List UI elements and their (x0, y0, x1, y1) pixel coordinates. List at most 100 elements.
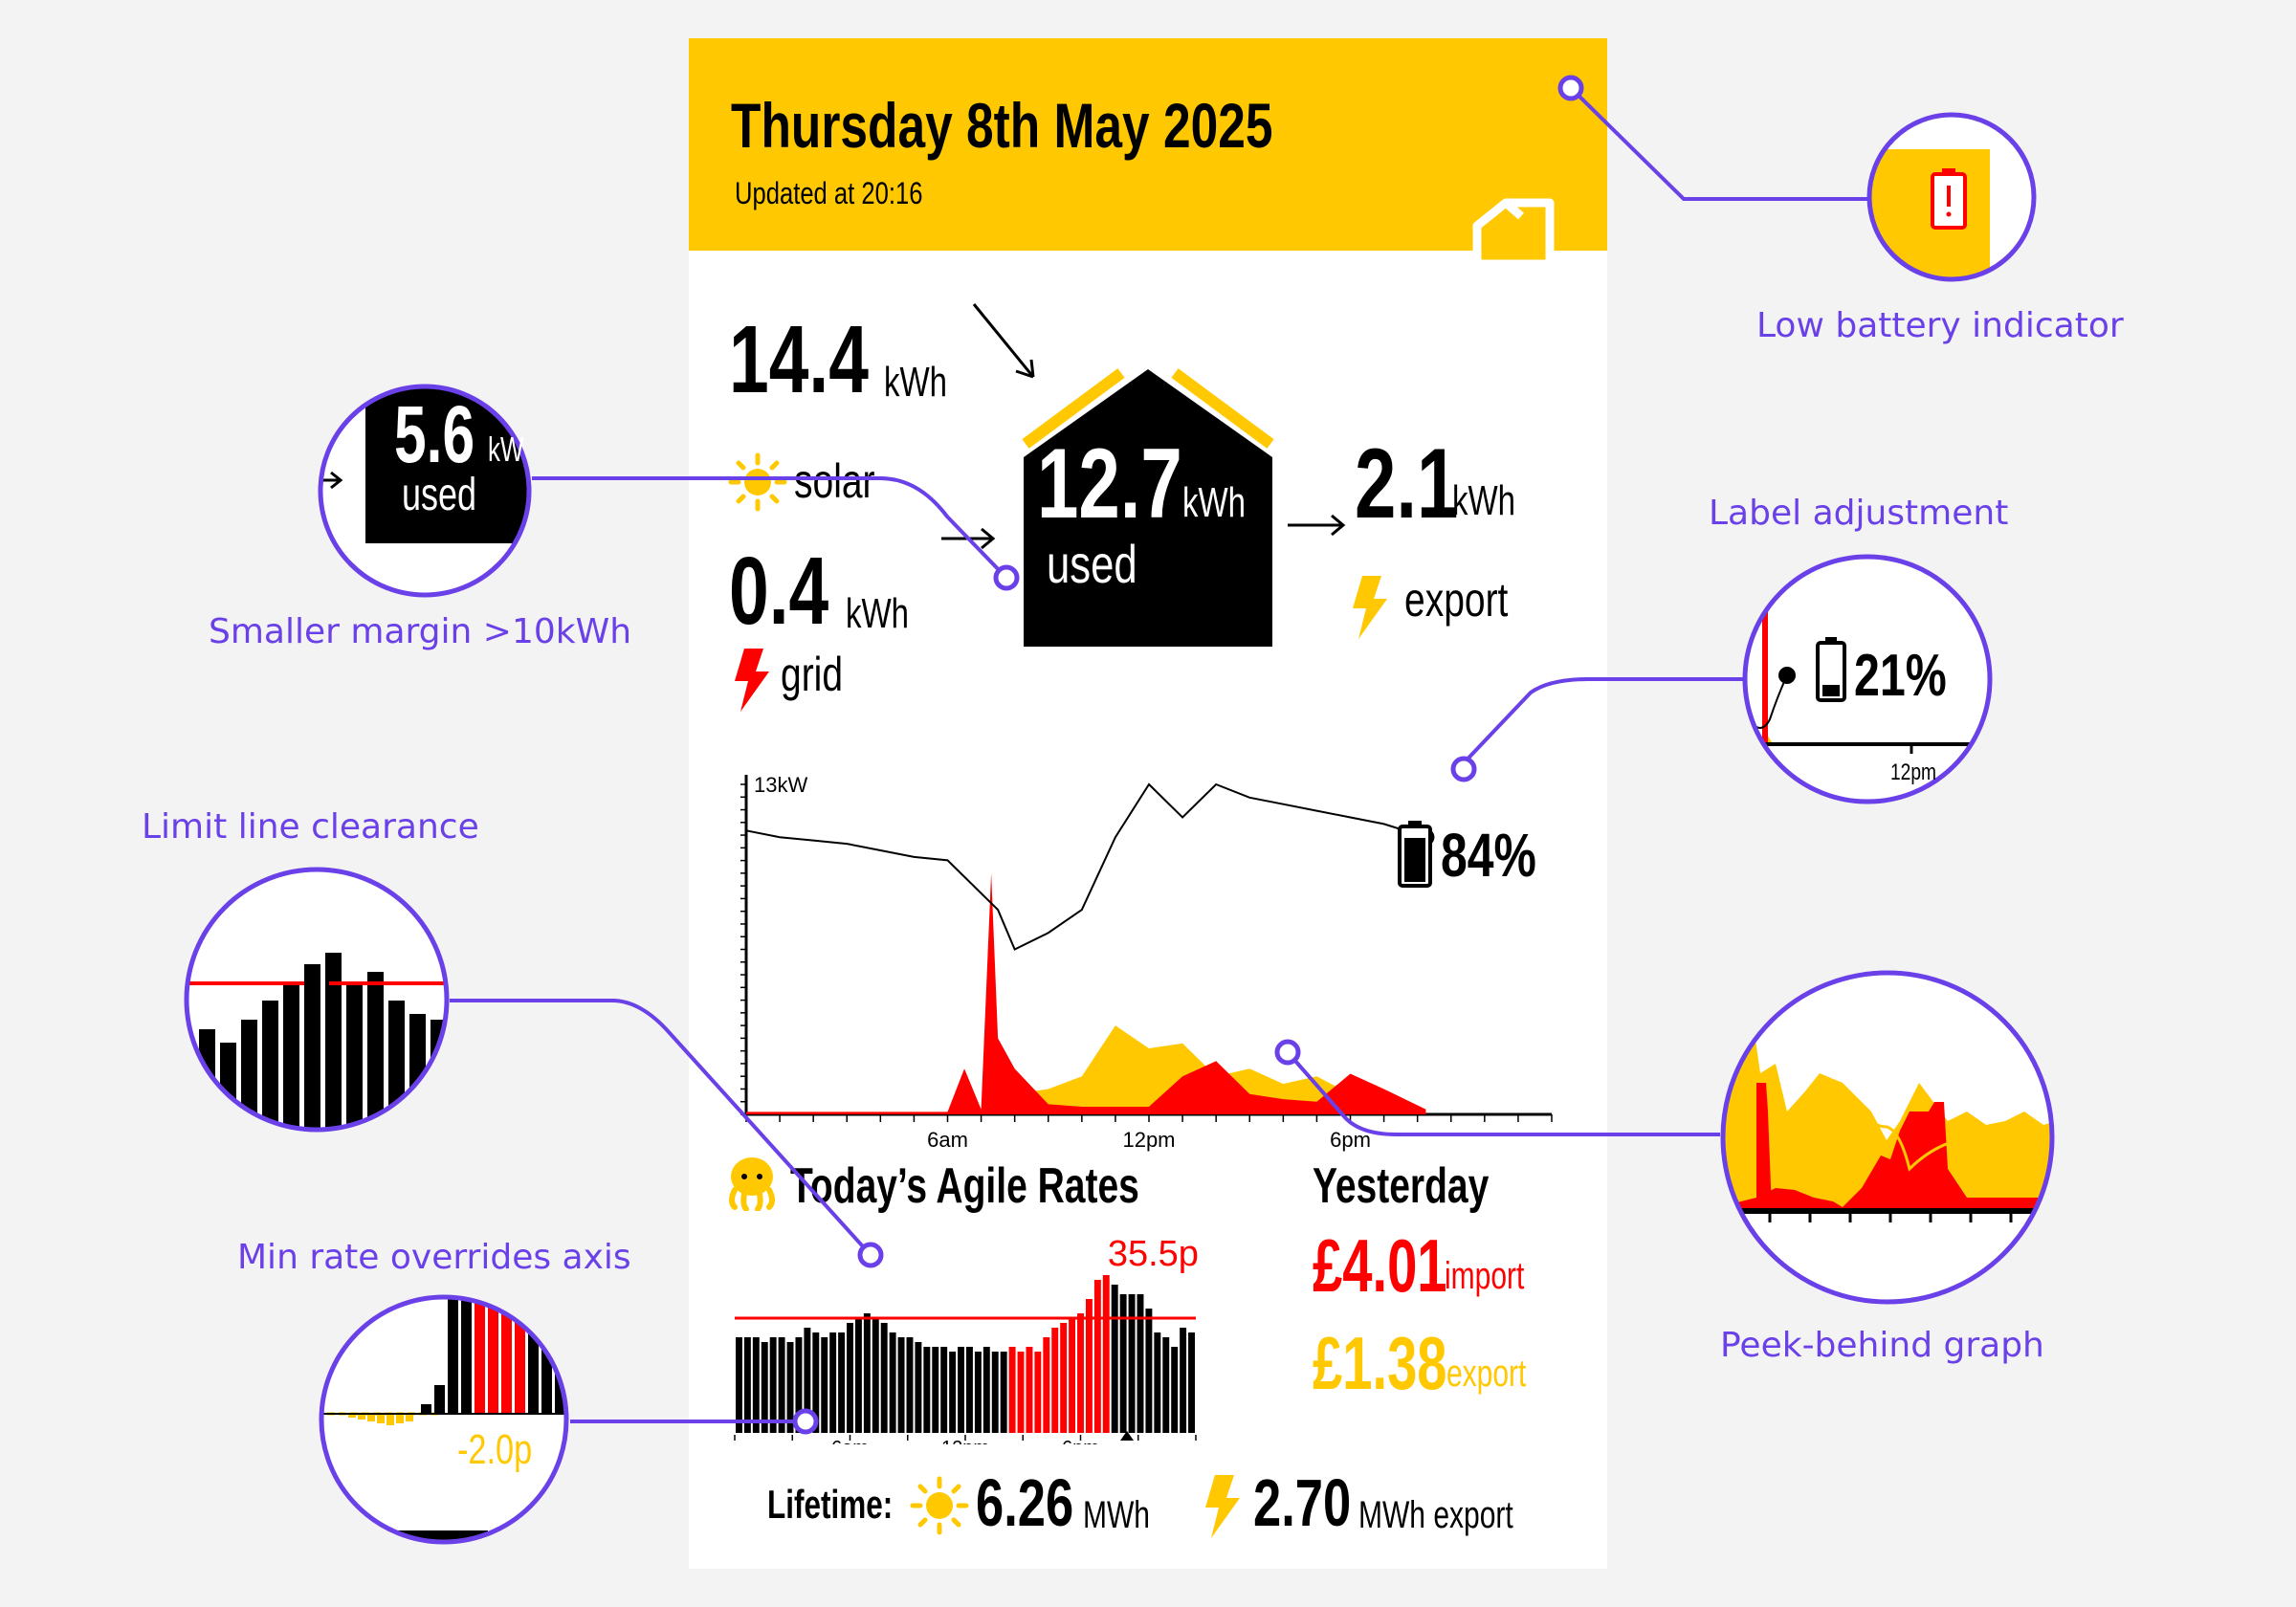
rates-chart: 35.5p 6am 12pm 6pm (734, 1234, 1199, 1444)
sun-icon (728, 452, 787, 512)
octopus-icon (729, 1157, 775, 1211)
grid-unit: kWh (846, 590, 909, 637)
lifetime-label: Lifetime: (767, 1482, 894, 1527)
rate-bar (736, 1337, 742, 1433)
magnified-rate-bar (262, 1001, 278, 1130)
rate-bar (932, 1347, 939, 1433)
magnified-used-value: 5.6 (394, 389, 475, 479)
rate-bar (743, 1337, 751, 1433)
house-icon (1022, 368, 1274, 647)
grid-bolt-icon (735, 649, 769, 712)
rate-bar (1171, 1347, 1179, 1433)
magnified-rate-bar (241, 1020, 257, 1130)
magnified-rate-bar (430, 1020, 447, 1130)
rate-bar (966, 1347, 973, 1433)
rate-bar (872, 1318, 879, 1433)
callout-dot (857, 1242, 884, 1268)
callout-smaller-margin: Smaller margin >10kWh (209, 612, 632, 651)
lifetime-export-value: 2.70 (1253, 1465, 1352, 1540)
rate-bar (854, 1318, 862, 1433)
rate-bar (940, 1347, 948, 1433)
magnified-rate-bar (283, 981, 299, 1130)
rate-bar (1093, 1280, 1101, 1433)
rate-bar (1119, 1294, 1127, 1433)
callout-dot (1274, 1039, 1301, 1066)
rate-bar (1026, 1347, 1033, 1433)
magnified-rate-bar (367, 972, 384, 1130)
rate-bar (829, 1332, 837, 1433)
used-label: used (1047, 534, 1137, 594)
callout-dot (1450, 756, 1477, 782)
solar-value: 14.4 (729, 306, 869, 413)
export-arrow-icon (1288, 514, 1346, 537)
yesterday-title: Yesterday (1313, 1158, 1490, 1214)
rate-bar (769, 1337, 777, 1433)
house-outline-icon (1472, 198, 1555, 269)
updated-time: Updated at 20:16 (735, 176, 923, 210)
negative-rate-bar (348, 1414, 356, 1418)
rate-bar (1162, 1337, 1170, 1433)
rate-bar (778, 1337, 785, 1433)
rate-bar (752, 1337, 760, 1433)
lifetime-export-unit: MWh export (1358, 1494, 1513, 1536)
magnified-rate-bar (488, 1299, 498, 1414)
rate-bar (897, 1337, 905, 1433)
date-title: Thursday 8th May 2025 (731, 90, 1273, 161)
rate-bar (1077, 1313, 1084, 1433)
now-marker-icon (1120, 1431, 1134, 1441)
rate-bar (1060, 1323, 1068, 1433)
rate-bar (1043, 1337, 1050, 1433)
export-earnings: £1.38 (1313, 1321, 1447, 1405)
rate-bar (906, 1337, 914, 1433)
magnified-rate-bar (346, 981, 363, 1130)
magnified-rate-bar (388, 1001, 405, 1130)
rate-bar (974, 1352, 982, 1433)
rate-bar (847, 1323, 853, 1433)
rate-bar (1000, 1352, 1007, 1433)
x-tick-label: 12pm (1122, 1128, 1175, 1152)
battery-line (745, 782, 1426, 951)
solar-arrow-icon (972, 303, 1035, 379)
smaller-margin-magnifier (318, 384, 532, 598)
rate-bar (880, 1323, 888, 1433)
rate-bar (991, 1352, 999, 1433)
lifetime-solar-unit: MWh (1083, 1494, 1150, 1536)
rate-bar (812, 1332, 820, 1433)
magnified-used-unit: kW (488, 429, 524, 469)
negative-rate-bar (358, 1414, 365, 1420)
low-battery-magnifier (1866, 112, 2037, 282)
rate-bar (804, 1328, 811, 1433)
rate-bar (1051, 1328, 1059, 1433)
rate-bar (1034, 1352, 1042, 1433)
solar-unit: kWh (884, 359, 947, 406)
battery-icon (1398, 821, 1432, 888)
rate-bar (915, 1342, 922, 1433)
rates-title: Today’s Agile Rates (790, 1158, 1139, 1214)
rate-x-label: 6pm (1062, 1438, 1099, 1444)
label-adjustment-magnifier (1742, 554, 1993, 804)
rate-bar (889, 1332, 896, 1433)
x-tick-label: 6am (927, 1128, 968, 1152)
rate-bar (1188, 1332, 1195, 1433)
callout-min-rate: Min rate overrides axis (237, 1238, 631, 1277)
rate-bar (795, 1337, 803, 1433)
grid-area (746, 872, 1426, 1114)
grid-label: grid (781, 648, 844, 701)
magnified-rate-bar (434, 1385, 445, 1414)
callout-low-battery: Low battery indicator (1756, 306, 2124, 345)
magnified-rate-bar (461, 1299, 472, 1414)
rate-bar (1008, 1347, 1016, 1433)
magnified-rate-bar (528, 1299, 539, 1414)
negative-rate-bar (386, 1414, 394, 1425)
rate-bar (982, 1347, 990, 1433)
export-value: 2.1 (1355, 429, 1459, 539)
magnified-tick-label: 12pm (1890, 759, 1937, 785)
limit-line-magnifier (184, 867, 450, 1133)
rate-bar (1017, 1352, 1025, 1433)
rate-bar (1102, 1275, 1110, 1433)
rate-bar (838, 1332, 846, 1433)
rate-bar (1085, 1299, 1093, 1433)
x-tick-label: 6pm (1330, 1128, 1371, 1152)
solar-label: solar (794, 454, 875, 508)
